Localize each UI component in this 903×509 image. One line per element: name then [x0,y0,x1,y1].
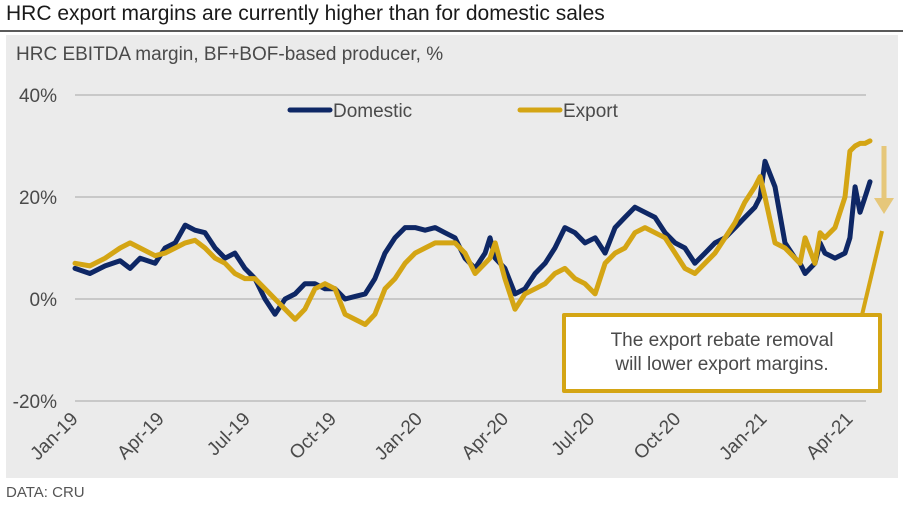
annotations [860,146,894,316]
data-source: DATA: CRU [6,484,85,501]
callout-line-1: The export rebate removal [610,330,834,351]
y-tick-label: 0% [30,290,58,311]
legend-label-domestic: Domestic [333,101,412,122]
x-tick-label: Apr-19 [113,409,168,464]
headline-rule [0,30,903,32]
gridlines [75,94,866,402]
series-line-export [72,138,873,327]
chart-title: HRC EBITDA margin, BF+BOF-based producer… [16,44,444,65]
y-tick-label: 20% [19,188,57,209]
series-line-domestic [72,158,873,317]
legend: Domestic Export [287,101,619,122]
x-tick-label: Oct-19 [286,409,341,464]
x-tick-label: Apr-21 [802,409,857,464]
callout-box: The export rebate removal will lower exp… [562,313,882,393]
chart-headline: HRC export margins are currently higher … [6,2,605,25]
x-axis-tick-labels: Jan-19 Apr-19 Jul-19 Oct-19 Jan-20 Apr-20 Jul-… [27,409,858,465]
y-tick-label: 40% [19,86,57,107]
series-lines [72,138,873,327]
callout-leader-line [860,230,884,316]
callout-line-2: will lower export margins. [615,354,829,375]
y-axis-tick-labels: -20% 0% 20% 40% [13,86,57,413]
x-tick-label: Jul-19 [203,409,254,460]
x-tick-label: Apr-20 [458,409,513,464]
x-tick-label: Jan-21 [715,409,771,465]
y-tick-label: -20% [13,392,57,413]
x-tick-label: Jul-20 [548,409,599,460]
x-tick-label: Jan-19 [27,409,83,465]
x-tick-label: Oct-20 [630,409,685,464]
legend-label-export: Export [563,101,619,122]
down-arrow-head-icon [874,198,894,214]
x-tick-label: Jan-20 [371,409,427,465]
